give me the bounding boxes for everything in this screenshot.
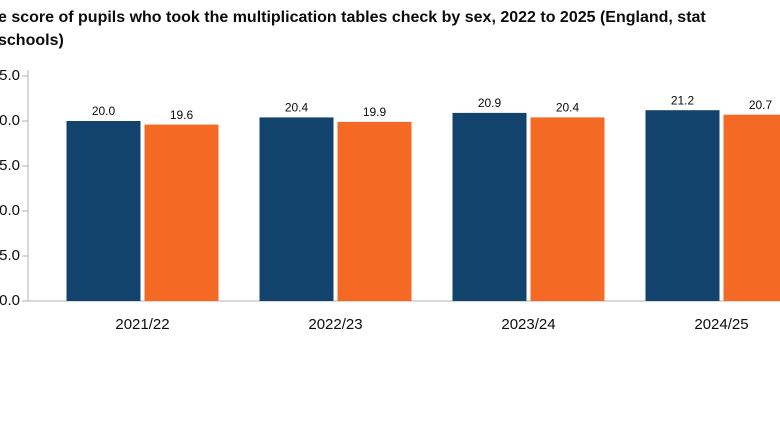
x-tick-label: 2022/23 xyxy=(308,316,362,333)
bar xyxy=(723,114,780,301)
value-label: 20.7 xyxy=(749,98,773,112)
bar xyxy=(337,121,412,302)
bar xyxy=(259,117,334,302)
y-tick-label: 5.0 xyxy=(0,157,20,174)
y-tick-label: 5.0 xyxy=(0,247,20,264)
value-label: 20.4 xyxy=(285,101,309,115)
value-label: 20.0 xyxy=(92,104,116,118)
value-label: 19.6 xyxy=(170,108,194,122)
chart-subtitle: schools) xyxy=(0,32,64,49)
y-tick-label: 5.0 xyxy=(0,67,20,84)
bar xyxy=(452,112,527,302)
bar xyxy=(66,121,141,301)
x-tick-label: 2024/25 xyxy=(694,316,748,333)
bar xyxy=(645,110,720,301)
value-label: 20.9 xyxy=(478,96,502,110)
y-tick-label: 0.0 xyxy=(0,112,20,129)
y-tick-label: 0.0 xyxy=(0,202,20,219)
x-tick-label: 2021/22 xyxy=(115,316,169,333)
y-tick-label: 0.0 xyxy=(0,292,20,309)
chart-title: e score of pupils who took the multiplic… xyxy=(0,9,706,26)
bar xyxy=(530,117,605,302)
bar xyxy=(144,124,219,301)
x-tick-label: 2023/24 xyxy=(501,316,555,333)
value-label: 21.2 xyxy=(671,93,695,107)
value-label: 19.9 xyxy=(363,105,387,119)
value-label: 20.4 xyxy=(556,101,580,115)
